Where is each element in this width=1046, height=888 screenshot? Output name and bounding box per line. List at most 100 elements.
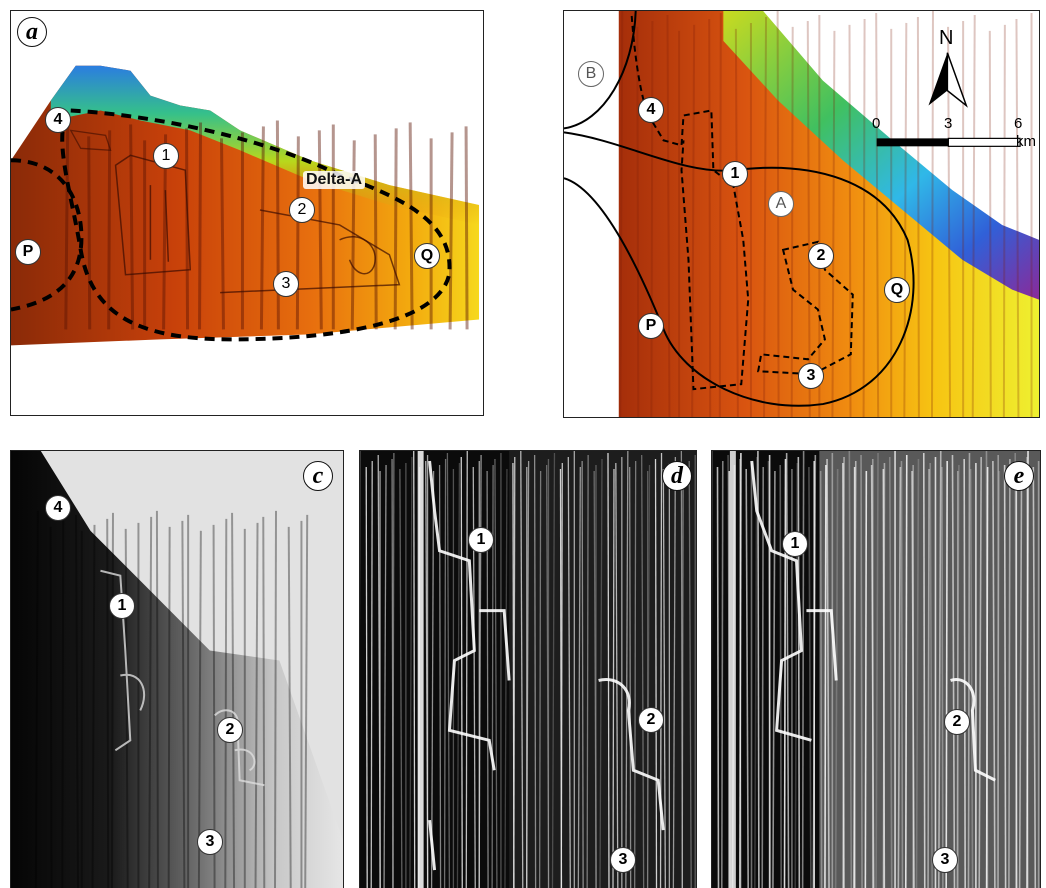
texture-line bbox=[716, 466, 720, 888]
texture-line bbox=[148, 516, 153, 888]
texture-line bbox=[826, 458, 830, 888]
panel-d: d 1 2 3 bbox=[359, 450, 697, 888]
texture-line bbox=[963, 458, 966, 888]
texture-line bbox=[848, 24, 852, 417]
texture-line bbox=[61, 520, 65, 888]
texture-line bbox=[688, 460, 692, 888]
north-arrow-icon bbox=[928, 52, 948, 106]
texture-line bbox=[599, 458, 603, 888]
texture-line bbox=[619, 11, 624, 417]
texture-line bbox=[1015, 18, 1020, 417]
texture-line bbox=[971, 14, 976, 417]
texture-line bbox=[91, 524, 96, 888]
texture-line bbox=[181, 520, 186, 888]
texture-line bbox=[259, 126, 265, 330]
marker-1: 1 bbox=[109, 593, 135, 619]
texture-line bbox=[951, 454, 956, 888]
delta-a-label: Delta-A bbox=[303, 171, 366, 189]
texture-line bbox=[860, 454, 863, 888]
texture-line bbox=[903, 22, 908, 417]
texture-line bbox=[75, 514, 79, 888]
texture-line bbox=[819, 470, 823, 888]
texture-line bbox=[254, 522, 259, 888]
texture-line bbox=[870, 464, 875, 888]
texture-line bbox=[49, 526, 53, 888]
marker-3: 3 bbox=[273, 271, 299, 297]
texture-line bbox=[969, 468, 974, 888]
texture-line bbox=[577, 466, 581, 888]
texture-line bbox=[904, 454, 908, 888]
texture-line bbox=[304, 514, 309, 888]
texture-line bbox=[185, 128, 190, 330]
texture-line bbox=[625, 451, 629, 888]
marker-3: 3 bbox=[932, 847, 958, 873]
texture-line bbox=[456, 462, 461, 888]
marker-2: 2 bbox=[289, 197, 315, 223]
texture-line bbox=[64, 120, 70, 330]
panel-a-bathymetry-3d bbox=[11, 65, 480, 346]
scale-tick-3: 3 bbox=[944, 115, 953, 132]
texture-line bbox=[110, 512, 114, 888]
texture-line bbox=[900, 460, 904, 888]
texture-line bbox=[680, 451, 684, 888]
panel-b-bathymetry-map bbox=[564, 11, 1039, 417]
texture-line bbox=[772, 470, 776, 888]
texture-line bbox=[650, 20, 654, 417]
texture-line bbox=[634, 460, 637, 888]
texture-line bbox=[494, 458, 498, 888]
texture-line bbox=[533, 454, 537, 888]
marker-2: 2 bbox=[217, 717, 243, 743]
texture-line bbox=[409, 456, 413, 888]
texture-line bbox=[231, 512, 236, 888]
panel-d-label: d bbox=[662, 461, 692, 491]
marker-q: Q bbox=[414, 243, 440, 269]
panel-b: b N 0 3 6 km B 4 1 A 2 Q P 3 bbox=[563, 10, 1040, 418]
texture-line bbox=[106, 518, 110, 888]
texture-line bbox=[785, 452, 790, 888]
texture-line bbox=[985, 466, 989, 888]
scale-bar bbox=[876, 138, 949, 147]
marker-3: 3 bbox=[197, 829, 223, 855]
texture-line bbox=[317, 130, 323, 330]
panel-c: c 4 1 2 3 bbox=[10, 450, 344, 888]
texture-line bbox=[654, 458, 658, 888]
texture-line bbox=[927, 468, 930, 888]
texture-line bbox=[392, 452, 395, 888]
scale-tick-0: 0 bbox=[872, 115, 881, 132]
texture-line bbox=[783, 458, 787, 888]
texture-line bbox=[929, 462, 933, 888]
north-label: N bbox=[939, 27, 954, 49]
texture-line bbox=[443, 458, 447, 888]
texture-line bbox=[988, 30, 992, 417]
panel-e: e 1 2 3 bbox=[711, 450, 1041, 888]
texture-line bbox=[992, 460, 996, 888]
texture-line bbox=[922, 452, 926, 888]
texture-line bbox=[745, 468, 749, 888]
texture-line bbox=[978, 456, 982, 888]
texture-line bbox=[551, 452, 556, 888]
marker-3: 3 bbox=[798, 363, 824, 389]
texture-line bbox=[761, 466, 765, 888]
texture-line bbox=[1018, 462, 1023, 888]
marker-1: 1 bbox=[782, 531, 808, 557]
texture-line bbox=[365, 466, 368, 888]
texture-line bbox=[391, 458, 394, 888]
texture-line bbox=[897, 466, 902, 888]
texture-line bbox=[734, 28, 739, 417]
marker-a: A bbox=[768, 191, 794, 217]
texture-line bbox=[864, 470, 868, 888]
texture-line bbox=[646, 464, 651, 888]
texture-line bbox=[513, 456, 516, 888]
texture-line bbox=[399, 468, 403, 888]
texture-line bbox=[430, 470, 435, 888]
texture-line bbox=[448, 132, 454, 330]
marker-2: 2 bbox=[638, 707, 664, 733]
texture-line bbox=[464, 126, 469, 330]
texture-line bbox=[460, 456, 463, 888]
texture-line bbox=[274, 510, 277, 888]
marker-b: B bbox=[578, 61, 604, 87]
texture-line bbox=[520, 451, 524, 888]
texture-line bbox=[915, 458, 920, 888]
texture-line bbox=[538, 470, 542, 888]
texture-line bbox=[383, 464, 387, 888]
